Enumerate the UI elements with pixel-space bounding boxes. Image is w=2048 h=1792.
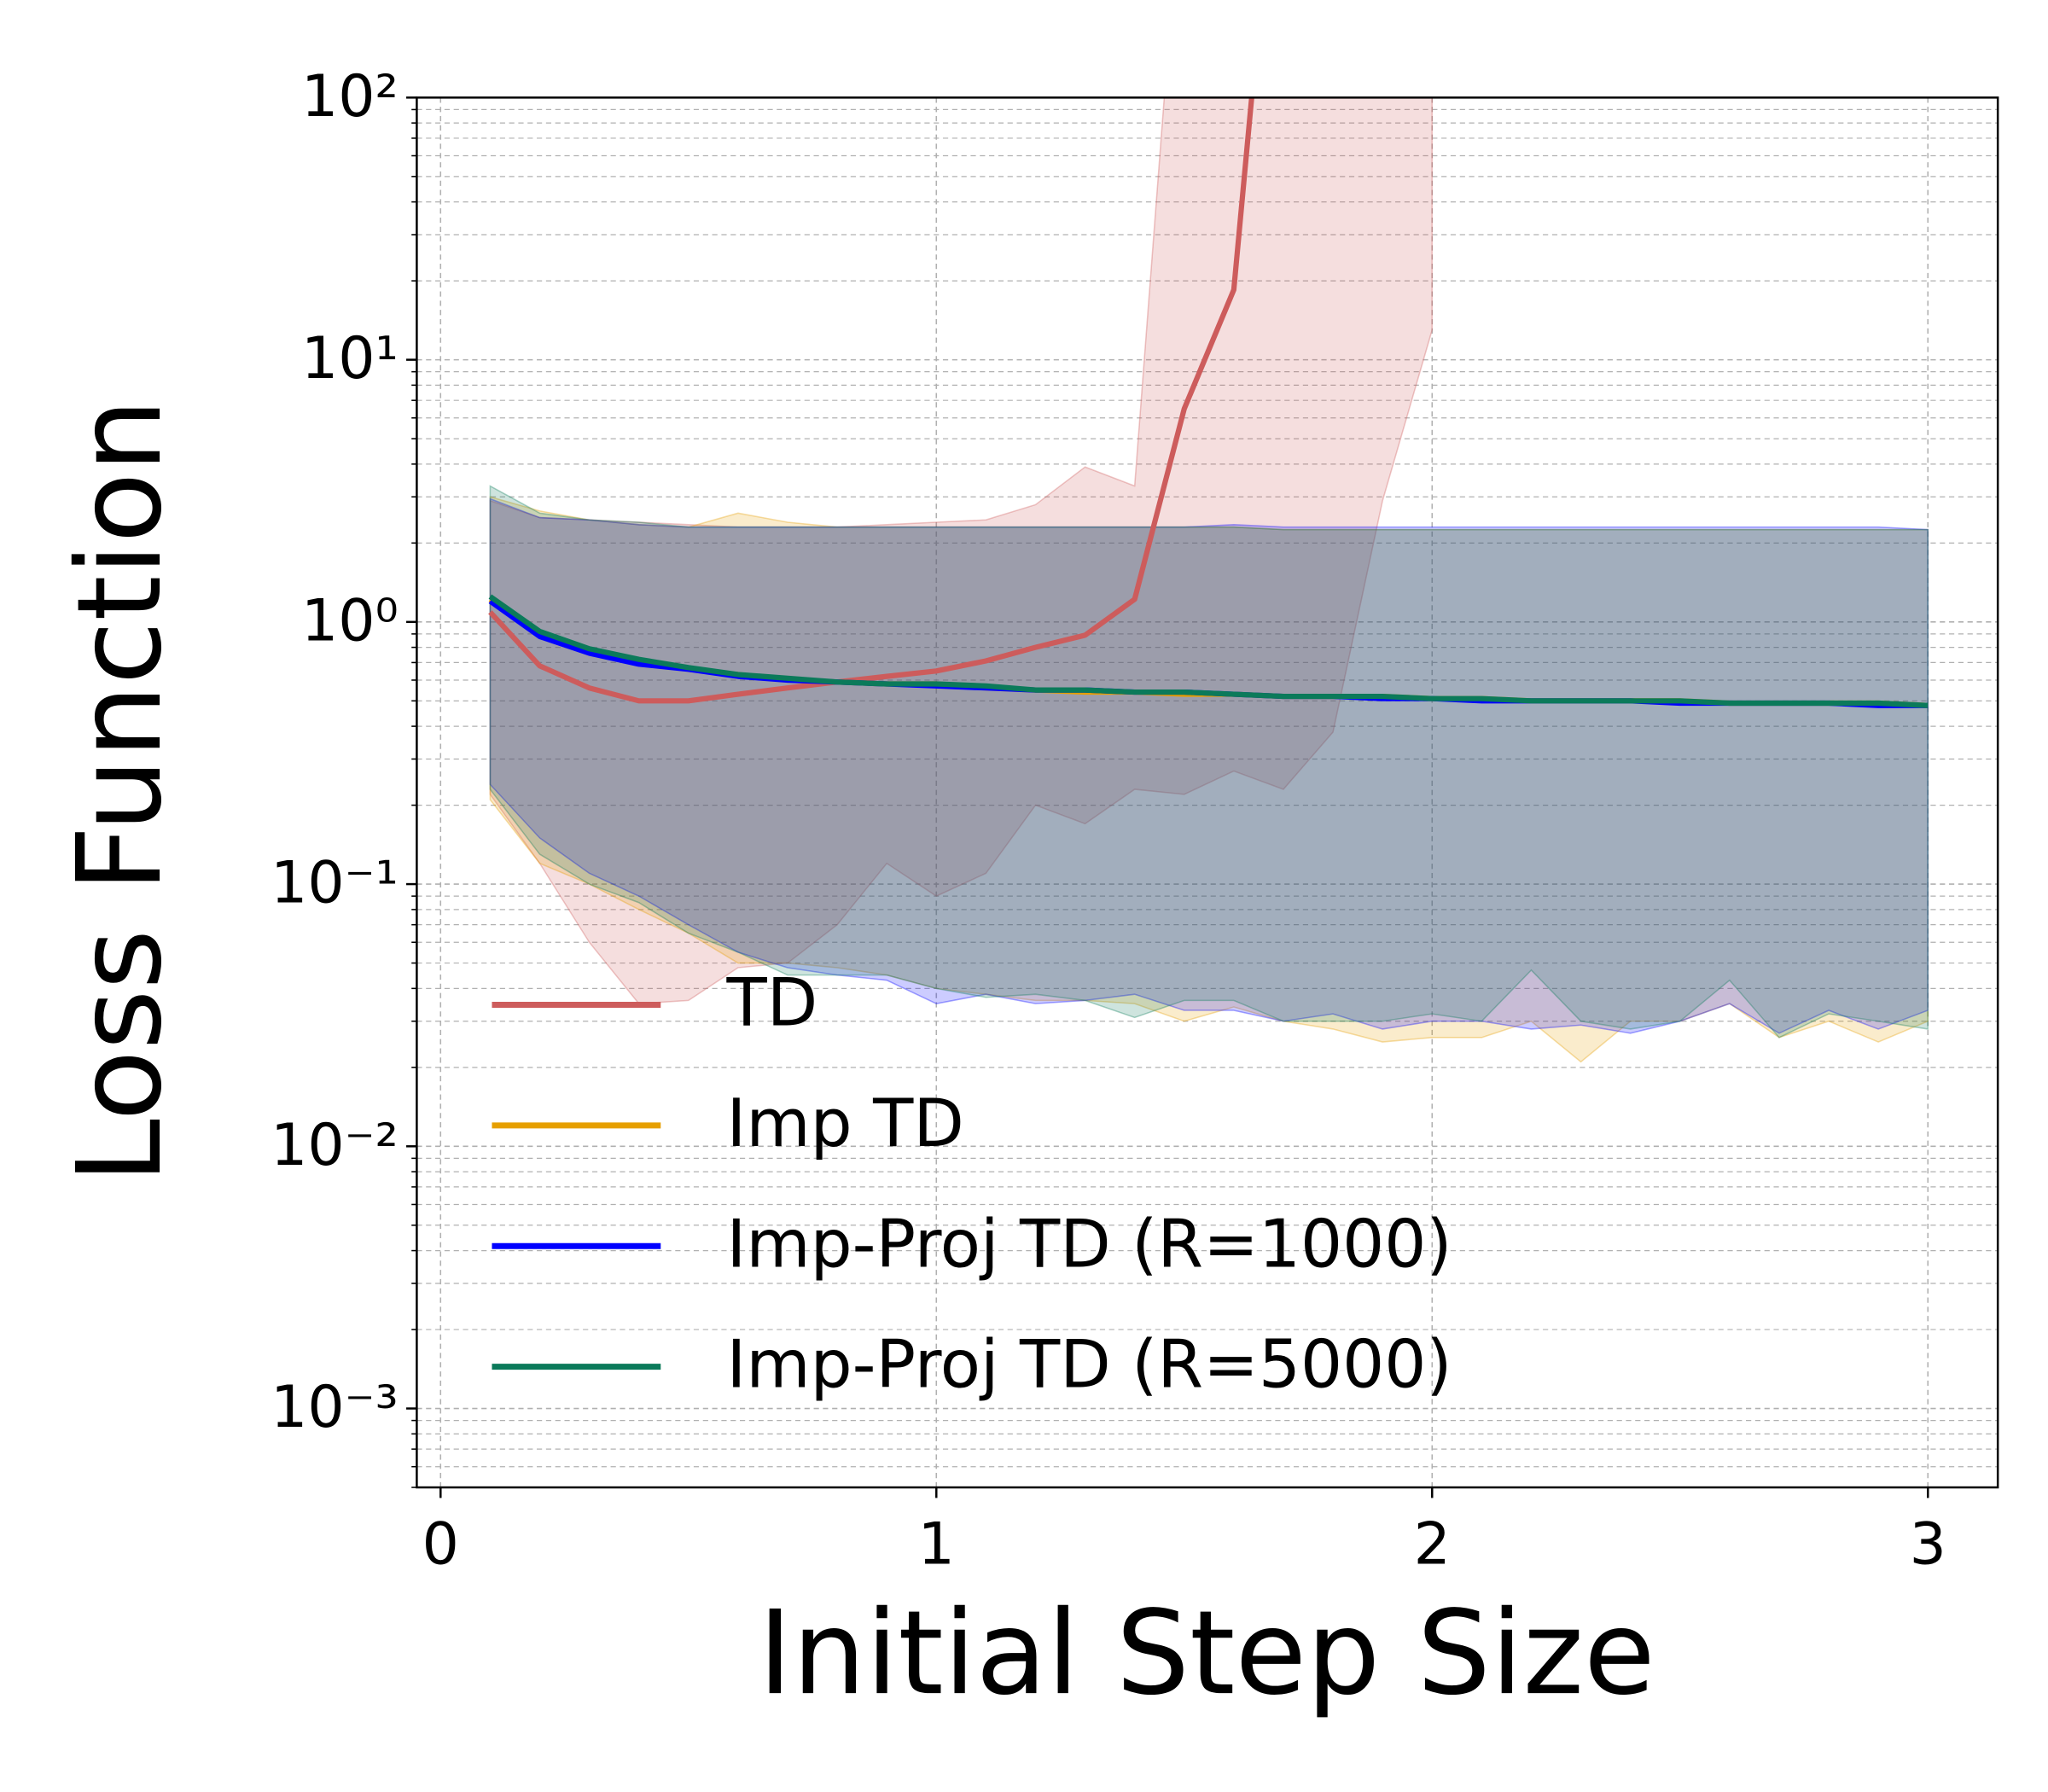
band — [489, 496, 1929, 1063]
band — [489, 485, 1929, 1039]
x-tick-label: 2 — [1414, 1511, 1451, 1579]
bands — [489, 97, 1929, 1063]
x-tick-label: 0 — [422, 1511, 459, 1579]
axes: 10⁻³ 10⁻² 10⁻¹ 10⁰ 10¹ 10² 0 1 2 3 — [271, 63, 1946, 1579]
legend-label: Imp-Proj TD (R=5000) — [727, 1327, 1452, 1404]
plot-frame — [416, 96, 1999, 1489]
lines — [488, 97, 1929, 708]
y-axis-label: Loss Function — [53, 399, 188, 1184]
series-line — [488, 594, 1929, 708]
grid — [416, 96, 1999, 1488]
y-tick-label: 10⁻¹ — [271, 850, 399, 917]
band — [489, 97, 1434, 1004]
legend-label: TD — [726, 965, 818, 1042]
y-tick-label: 10⁻³ — [271, 1374, 399, 1441]
legend-label: Imp TD — [727, 1085, 964, 1162]
legend-label: Imp-Proj TD (R=1000) — [727, 1206, 1452, 1283]
legend: TD Imp TD Imp-Proj TD (R=1000) Imp-Proj TD … — [492, 965, 1452, 1404]
y-tick-label: 10² — [301, 63, 399, 131]
y-tick-label: 10¹ — [301, 325, 399, 393]
x-axis-label: Initial Step Size — [758, 1586, 1655, 1721]
band — [489, 497, 1929, 1034]
y-tick-label: 10⁰ — [301, 587, 399, 655]
x-tick-label: 3 — [1910, 1511, 1946, 1579]
y-tick-label: 10⁻² — [271, 1112, 399, 1179]
x-tick-label: 1 — [918, 1511, 955, 1579]
series-line — [488, 97, 1254, 704]
